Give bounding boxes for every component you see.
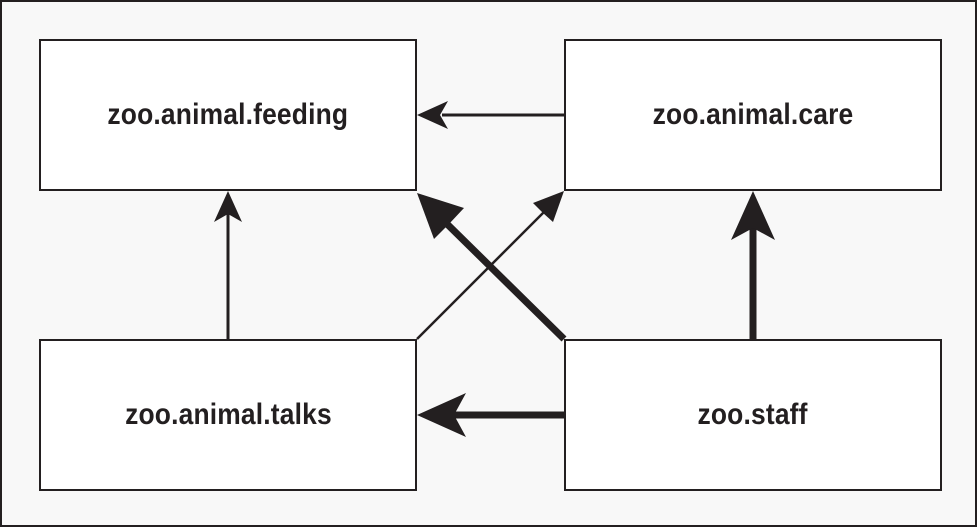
node-label-care: zoo.animal.care <box>652 98 854 131</box>
node-label-staff: zoo.staff <box>697 398 809 431</box>
arrowhead-care-to-feeding <box>417 101 448 129</box>
node-zoo-animal-talks: zoo.animal.talks <box>39 339 417 491</box>
arrowhead-staff-to-talks <box>417 393 466 437</box>
node-label-feeding: zoo.animal.feeding <box>107 98 349 131</box>
edge-talks-to-care <box>416 206 550 340</box>
node-label-talks: zoo.animal.talks <box>124 398 332 431</box>
node-zoo-animal-care: zoo.animal.care <box>564 39 942 191</box>
node-zoo-animal-feeding: zoo.animal.feeding <box>39 39 417 191</box>
node-zoo-staff: zoo.staff <box>564 339 942 491</box>
arrowhead-talks-to-feeding <box>214 191 242 222</box>
arrowhead-staff-to-care <box>731 191 775 240</box>
arrowhead-talks-to-care <box>533 191 564 222</box>
arrowhead-staff-to-feeding <box>417 193 464 239</box>
edge-staff-to-feeding <box>440 217 567 342</box>
